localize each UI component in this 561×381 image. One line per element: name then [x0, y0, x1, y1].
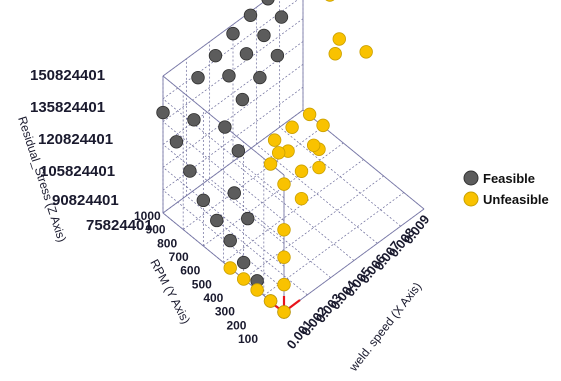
z-tick-label: 120824401	[38, 131, 113, 148]
z-tick-label: 75824401	[86, 217, 153, 234]
point-unfeasible	[236, 272, 251, 286]
point-feasible	[231, 144, 246, 158]
point-feasible	[169, 135, 184, 149]
point-unfeasible	[285, 120, 299, 134]
point-unfeasible	[277, 305, 291, 319]
y-tick-label: 1000	[134, 209, 161, 223]
y-tick-label: 100	[238, 332, 258, 346]
point-feasible	[187, 113, 201, 127]
point-unfeasible	[271, 146, 286, 160]
y-tick-label: 800	[157, 236, 177, 250]
point-feasible	[226, 26, 240, 41]
point-feasible	[183, 164, 197, 178]
point-unfeasible	[302, 107, 317, 122]
point-feasible	[210, 213, 224, 228]
point-unfeasible	[328, 47, 342, 61]
point-feasible	[253, 70, 267, 85]
grid-box-edge	[283, 208, 425, 313]
grid-line	[182, 126, 324, 230]
point-unfeasible	[263, 157, 278, 171]
grid-line	[223, 159, 364, 263]
grid-box-edge	[162, 0, 268, 77]
point-feasible	[243, 8, 258, 22]
y-tick-label: 900	[146, 223, 166, 237]
point-feasible	[222, 69, 236, 83]
point-unfeasible	[267, 133, 282, 147]
z-tick-label: 150824401	[30, 67, 105, 84]
point-unfeasible	[332, 32, 346, 46]
point-feasible	[227, 186, 241, 200]
point-unfeasible	[316, 118, 330, 133]
y-tick-label: 600	[180, 264, 200, 278]
point-feasible	[241, 211, 255, 226]
point-feasible	[235, 92, 250, 107]
y-tick-label: 200	[226, 318, 246, 332]
point-feasible	[223, 233, 237, 248]
legend: Feasible Unfeasible	[463, 170, 549, 207]
point-unfeasible	[277, 177, 291, 191]
point-unfeasible	[223, 261, 237, 275]
legend-marker-feasible	[463, 170, 479, 186]
grid-line	[263, 192, 405, 296]
z-axis-ticks: 150824401 135824401 120824401 105824401 9082…	[30, 67, 153, 234]
point-unfeasible	[250, 283, 264, 297]
point-feasible	[236, 255, 251, 270]
point-feasible	[261, 0, 275, 6]
point-unfeasible	[306, 138, 321, 153]
legend-marker-unfeasible	[463, 191, 479, 207]
grid-line	[162, 18, 304, 122]
legend-label-feasible: Feasible	[483, 171, 535, 186]
point-unfeasible	[277, 250, 291, 264]
point-feasible	[270, 48, 285, 63]
point-feasible	[257, 28, 271, 43]
point-feasible	[156, 105, 170, 120]
z-tick-label: 90824401	[52, 192, 119, 209]
point-feasible	[218, 120, 232, 134]
legend-label-unfeasible: Unfeasible	[483, 192, 549, 207]
point-feasible	[196, 193, 211, 208]
grid-box-edge	[162, 109, 304, 214]
point-unfeasible	[325, 0, 335, 2]
grid-line	[162, 98, 285, 199]
point-unfeasible	[312, 160, 326, 175]
grid-line	[232, 161, 355, 261]
point-unfeasible	[294, 191, 309, 206]
point-feasible	[208, 48, 223, 63]
point-unfeasible	[263, 294, 278, 308]
point-feasible	[191, 70, 205, 85]
y-tick-label: 300	[215, 305, 235, 319]
point-unfeasible	[277, 223, 291, 237]
y-tick-label: 700	[169, 250, 189, 264]
point-unfeasible	[359, 45, 373, 59]
point-unfeasible	[294, 164, 309, 178]
point-feasible	[239, 47, 254, 61]
z-tick-label: 135824401	[30, 99, 105, 116]
grid-box-edge	[162, 212, 285, 313]
point-unfeasible	[277, 277, 291, 292]
data-points	[156, 0, 373, 319]
y-tick-label: 500	[192, 277, 212, 291]
point-feasible	[274, 10, 289, 24]
y-tick-label: 400	[203, 291, 223, 305]
z-tick-label: 105824401	[40, 163, 115, 180]
